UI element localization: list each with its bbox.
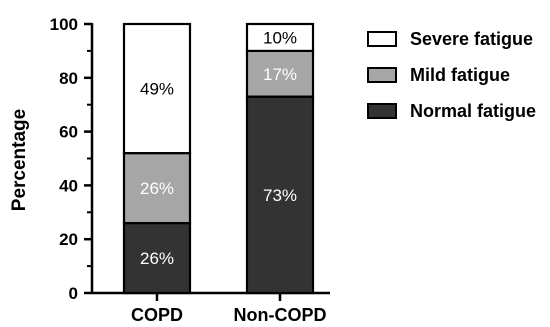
data-label: 73%: [263, 186, 297, 205]
y-tick-label: 40: [59, 176, 78, 195]
axes: 0 20 40 60 80 100 COPD Non-COPD: [50, 15, 330, 325]
legend-label: Severe fatigue: [410, 29, 533, 49]
bar-segment: [122, 22, 192, 155]
legend-label: Mild fatigue: [410, 65, 510, 85]
data-label: 26%: [140, 249, 174, 268]
y-tick-label: 80: [59, 69, 78, 88]
bar-segment: [245, 95, 315, 295]
y-tick-label: 60: [59, 123, 78, 142]
y-axis-title: Percentage: [9, 109, 30, 211]
data-label: 26%: [140, 179, 174, 198]
bar-segment: [245, 22, 315, 52]
bar-segment: [122, 152, 192, 225]
x-tick-label: COPD: [131, 305, 183, 325]
data-label: 17%: [263, 65, 297, 84]
bars: 26% 26% 49% 73% 17% 10%: [122, 22, 315, 295]
legend-swatch: [367, 103, 397, 119]
legend-swatch: [367, 67, 397, 83]
y-tick-label: 100: [50, 15, 78, 34]
bar-segment: [245, 49, 315, 98]
x-tick-label: Non-COPD: [234, 305, 327, 325]
y-tick-label: 20: [59, 230, 78, 249]
legend-swatch: [367, 31, 397, 47]
data-label: 10%: [263, 28, 297, 47]
legend: Severe fatigue Mild fatigue Normal fatigue: [367, 29, 536, 121]
bar-segment: [122, 221, 192, 295]
data-label: 49%: [140, 80, 174, 99]
legend-label: Normal fatigue: [410, 101, 536, 121]
y-tick-label: 0: [69, 284, 78, 303]
